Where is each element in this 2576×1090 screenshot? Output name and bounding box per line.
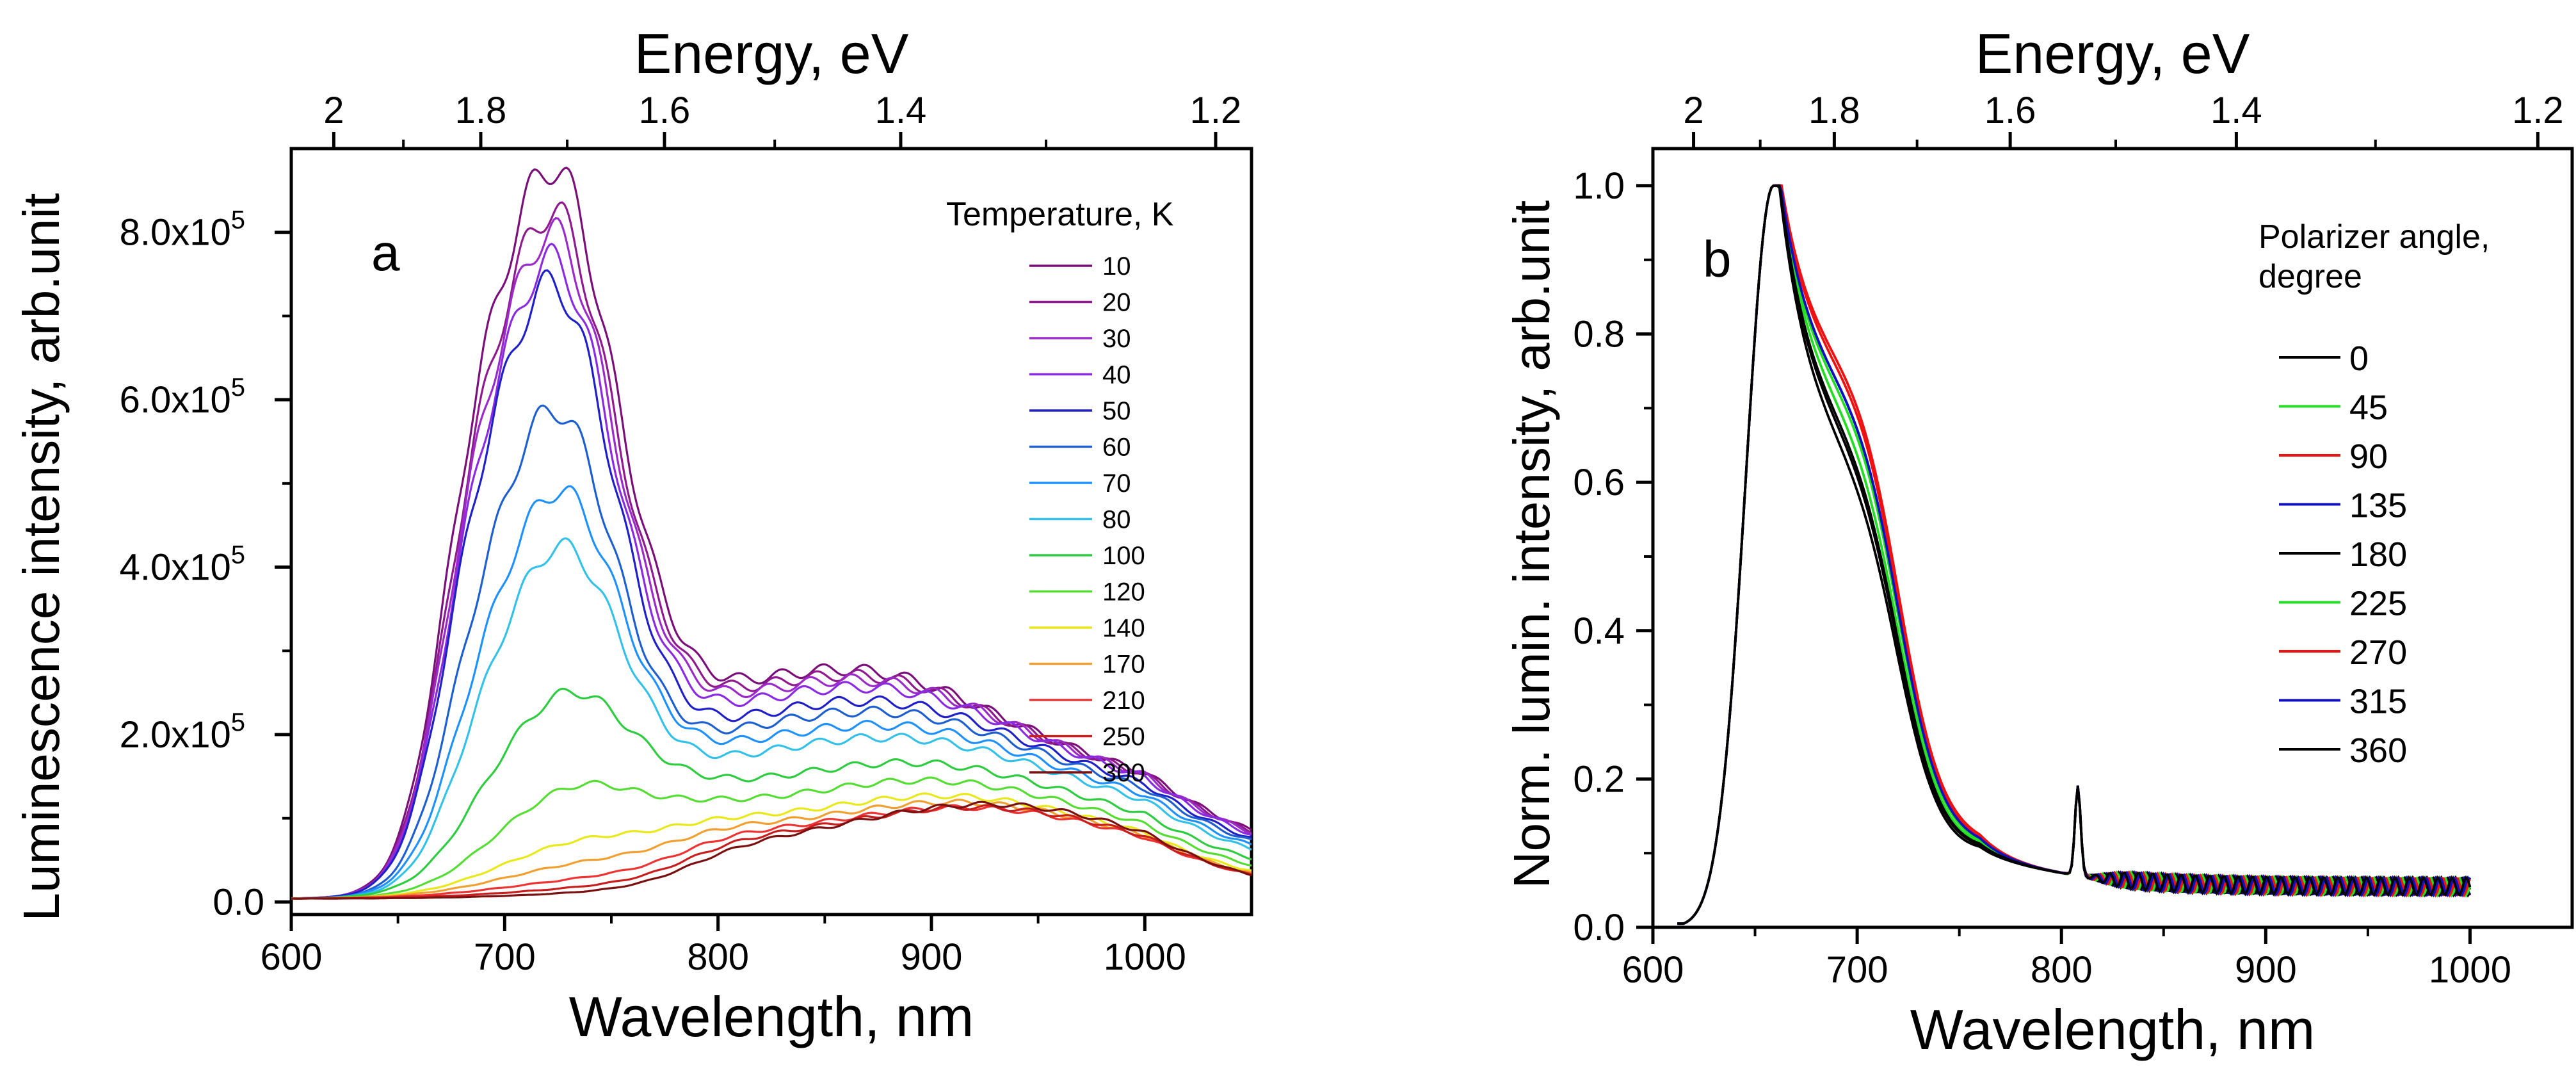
- y-tick-mantissa: 8.0x10: [120, 212, 231, 254]
- series-line-300K: [291, 801, 1252, 900]
- x-tick-label: 800: [687, 936, 749, 978]
- legend-title-line: degree: [2258, 258, 2362, 295]
- legend-label: 300: [1102, 759, 1145, 787]
- y-tick-mantissa: 0.0: [213, 881, 264, 923]
- series-line-140K: [291, 792, 1252, 900]
- y-tick-mantissa: 6.0x10: [120, 379, 231, 421]
- legend-title-line: Polarizer angle,: [2258, 218, 2490, 256]
- y-tick-label: 0.0: [1573, 907, 1625, 948]
- series-line-40K: [291, 243, 1252, 900]
- legend-label: 20: [1102, 289, 1131, 317]
- y-tick-label: 6.0x105: [120, 373, 245, 421]
- legend-label: 70: [1102, 469, 1131, 498]
- top-tick-label: 2: [1683, 90, 1703, 131]
- top-tick-label: 1.4: [875, 90, 927, 131]
- series-line-120K: [291, 776, 1252, 900]
- x-tick-label: 1000: [2429, 949, 2511, 991]
- top-tick-label: 1.2: [2512, 90, 2564, 131]
- legend-label: 40: [1102, 361, 1131, 389]
- x-tick-label: 1000: [1104, 936, 1186, 978]
- legend-label: 10: [1102, 252, 1131, 281]
- x-tick-label: 900: [2235, 949, 2297, 991]
- legend-label: 120: [1102, 578, 1145, 606]
- series-group: [291, 167, 1252, 900]
- y-tick-exponent: 5: [231, 373, 245, 402]
- series-line-60K: [291, 404, 1252, 900]
- top-tick-label: 1.2: [1190, 90, 1242, 131]
- top-axis-title: Energy, eV: [634, 22, 909, 85]
- y-tick-mantissa: 2.0x10: [120, 714, 231, 756]
- top-tick-label: 1.8: [1808, 90, 1860, 131]
- legend-label: 210: [1102, 687, 1145, 715]
- series-line-100K: [291, 687, 1252, 900]
- legend-label: 270: [2349, 633, 2407, 672]
- legend-label: 60: [1102, 434, 1131, 462]
- legend-label: 170: [1102, 651, 1145, 679]
- series-line-20K: [291, 201, 1252, 900]
- legend-label: 90: [2349, 437, 2388, 476]
- y-axis-title: Norm. lumin. intensity, arb.unit: [1503, 200, 1560, 888]
- legend-label: 140: [1102, 614, 1145, 642]
- y-tick-label: 0.6: [1573, 462, 1625, 503]
- x-tick-label: 600: [1622, 949, 1684, 991]
- legend-label: 225: [2349, 585, 2407, 623]
- x-tick-label: 700: [1826, 949, 1888, 991]
- y-tick-label: 1.0: [1573, 165, 1625, 207]
- top-tick-label: 1.6: [1984, 90, 2036, 131]
- y-tick-label: 0.8: [1573, 314, 1625, 355]
- panel-label: a: [371, 224, 400, 281]
- series-line-50K: [291, 269, 1252, 900]
- legend-label: 180: [2349, 535, 2407, 574]
- series-line-170K: [291, 799, 1252, 900]
- legend-label: 0: [2349, 339, 2369, 378]
- panel-a-chart: 600 700 800 900 1000 2 1.8 1.6 1.4 1.2 Wavelength,…: [13, 22, 1253, 1048]
- top-tick-label: 2: [323, 90, 344, 131]
- y-tick-label: 2.0x105: [120, 708, 245, 756]
- y-tick-label: 0.2: [1573, 758, 1625, 800]
- y-tick-exponent: 5: [231, 708, 245, 736]
- legend-label: 315: [2349, 683, 2407, 721]
- x-axis-title: Wavelength, nm: [1910, 998, 2315, 1061]
- panel-label: b: [1703, 231, 1732, 288]
- y-tick-label: 0.0: [213, 881, 264, 923]
- series-line-80K: [291, 537, 1252, 900]
- legend-label: 100: [1102, 542, 1145, 570]
- y-tick-label: 0.4: [1573, 610, 1625, 652]
- plot-frame: [289, 147, 1253, 916]
- x-tick-label: 900: [901, 936, 963, 978]
- legend-label: 360: [2349, 731, 2407, 770]
- series-line-70K: [291, 485, 1252, 900]
- top-tick-label: 1.8: [455, 90, 507, 131]
- y-tick-exponent: 5: [231, 541, 245, 569]
- y-tick-label: 4.0x105: [120, 541, 245, 589]
- x-tick-label: 600: [261, 936, 323, 978]
- y-tick-mantissa: 4.0x10: [120, 547, 231, 589]
- series-line-250K: [291, 804, 1252, 900]
- top-tick-label: 1.4: [2210, 90, 2262, 131]
- y-axis-title: Luminescence intensity, arb.unit: [13, 193, 70, 922]
- legend-label: 135: [2349, 487, 2407, 525]
- y-tick-exponent: 5: [231, 206, 245, 234]
- series-group: [1677, 184, 2472, 925]
- legend-label: 45: [2349, 389, 2388, 427]
- top-axis-title: Energy, eV: [1976, 22, 2250, 85]
- legend-label: 50: [1102, 397, 1131, 425]
- x-tick-label: 800: [2031, 949, 2093, 991]
- legend-label: 30: [1102, 325, 1131, 353]
- legend-title: Temperature, K: [946, 196, 1174, 233]
- x-axis-title: Wavelength, nm: [569, 985, 974, 1048]
- series-line-360deg: [1677, 184, 2472, 925]
- legend-label: 80: [1102, 506, 1131, 534]
- plot-frame: [1651, 147, 2574, 929]
- x-tick-label: 700: [474, 936, 536, 978]
- top-tick-label: 1.6: [639, 90, 691, 131]
- y-tick-label: 8.0x105: [120, 206, 245, 254]
- legend-label: 250: [1102, 723, 1145, 751]
